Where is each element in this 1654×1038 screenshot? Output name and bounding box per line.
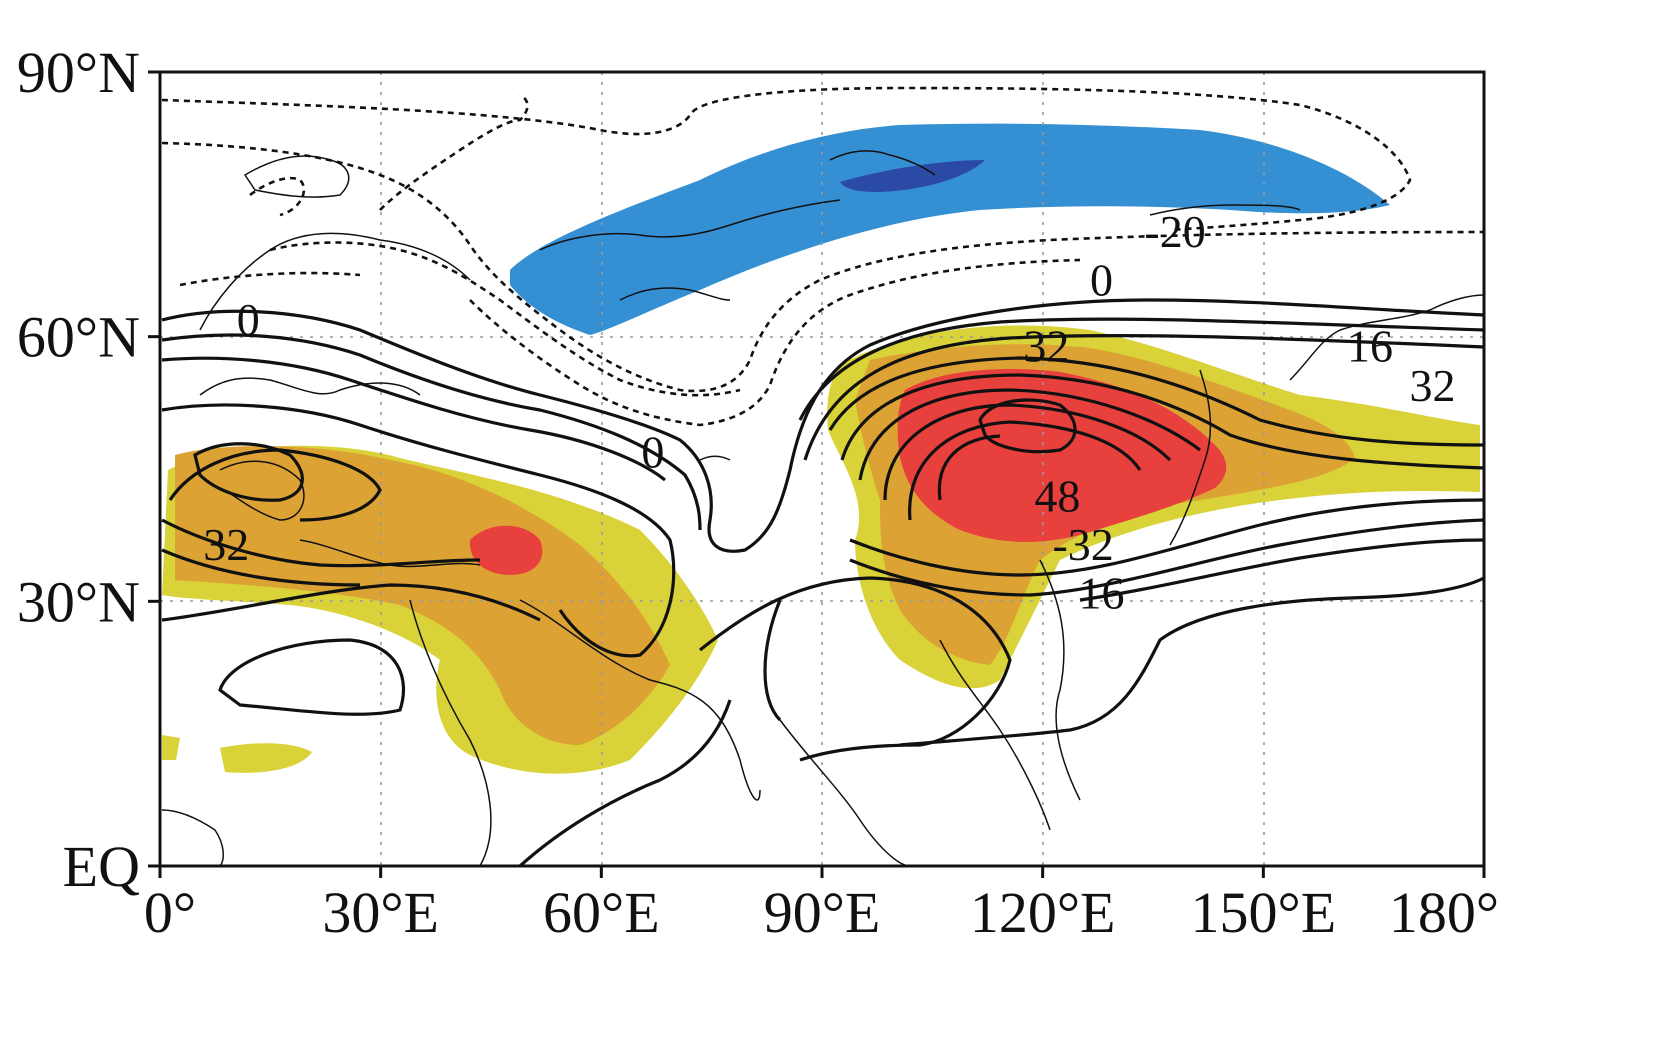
shading-negative [510,123,1390,335]
y-tick-label: 30°N [17,569,140,634]
contour-label: 0 [237,294,260,345]
shading-positive [162,325,1480,774]
contour-label: 32 [203,519,249,570]
x-tick-label: 120°E [970,880,1116,945]
contour-label: 32 [1410,360,1456,411]
contour-label: 0 [1090,254,1113,305]
y-tick-label: 90°N [17,40,140,105]
x-tick-label: 0° [144,880,196,945]
contour-label: 16 [1079,568,1125,619]
contours-positive [161,298,1485,868]
x-tick-label: 180° [1389,880,1499,945]
contour-label: -20 [1144,206,1205,257]
y-tick-label: EQ [63,834,140,899]
x-tick-label: 30°E [322,880,439,945]
contour-label: 0 [641,426,664,477]
contour-label: 32 [1023,320,1069,371]
contour-label: -32 [1052,519,1113,570]
contour-label: 48 [1034,470,1080,521]
x-tick-label: 60°E [543,880,660,945]
x-axis: 0° 30°E 60°E 90°E 120°E 150°E 180° [144,866,1499,945]
contours-negative [161,86,1485,427]
y-axis: 90°N 60°N 30°N EQ [17,40,160,899]
y-tick-label: 60°N [17,305,140,370]
contour-label: 16 [1347,320,1393,371]
x-tick-label: 90°E [764,880,881,945]
x-tick-label: 150°E [1191,880,1337,945]
